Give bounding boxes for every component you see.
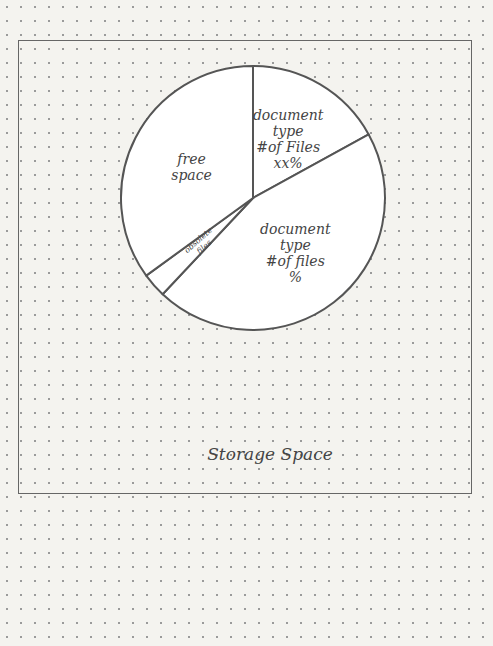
svg-text:Storage Space: Storage Space <box>207 444 333 464</box>
svg-text:document: document <box>253 107 324 123</box>
svg-text:type: type <box>273 123 304 139</box>
svg-text:free: free <box>176 151 205 167</box>
svg-text:#of files: #of files <box>266 253 325 269</box>
svg-text:xx%: xx% <box>274 155 303 171</box>
svg-text:files: files <box>194 238 213 256</box>
svg-text:#of Files: #of Files <box>256 139 320 155</box>
svg-text:%: % <box>289 269 302 285</box>
svg-text:space: space <box>171 167 212 183</box>
svg-text:type: type <box>280 237 311 253</box>
svg-text:obsolete: obsolete <box>182 225 214 255</box>
svg-text:document: document <box>260 221 331 237</box>
